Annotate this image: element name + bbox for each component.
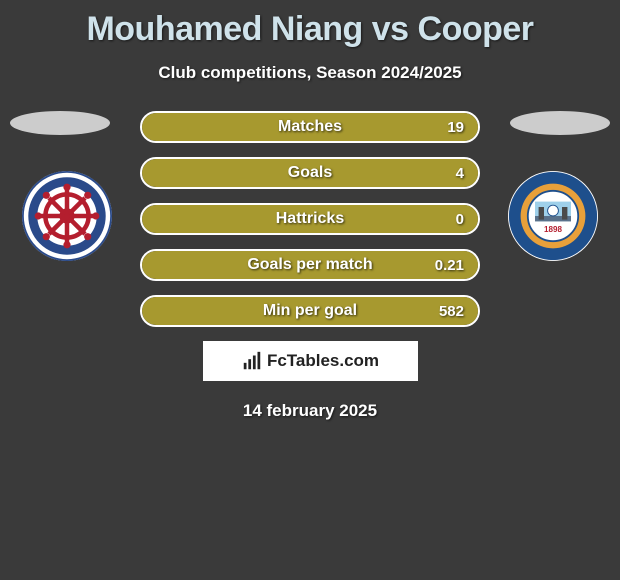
bar-chart-icon (241, 350, 263, 372)
stat-bar-goals: Goals 4 (140, 157, 480, 189)
bar-value: 0 (456, 205, 464, 233)
club-crest-right: 1898 (508, 171, 598, 261)
page-title: Mouhamed Niang vs Cooper (0, 0, 620, 49)
braintree-crest-icon: 1898 (508, 171, 598, 261)
bar-label: Min per goal (142, 297, 478, 325)
player-right-oval (510, 111, 610, 135)
club-crest-left (22, 171, 112, 261)
bar-value: 19 (447, 113, 464, 141)
player-left-oval (10, 111, 110, 135)
stat-bar-matches: Matches 19 (140, 111, 480, 143)
brand-box[interactable]: FcTables.com (203, 341, 418, 381)
hartlepool-crest-icon (22, 171, 112, 261)
svg-text:1898: 1898 (544, 225, 562, 234)
page-subtitle: Club competitions, Season 2024/2025 (0, 63, 620, 83)
stat-bar-goals-per-match: Goals per match 0.21 (140, 249, 480, 281)
stat-bars: Matches 19 Goals 4 Hattricks 0 Goals per… (140, 111, 480, 327)
stat-bar-min-per-goal: Min per goal 582 (140, 295, 480, 327)
bar-label: Goals (142, 159, 478, 187)
bar-value: 4 (456, 159, 464, 187)
bar-label: Hattricks (142, 205, 478, 233)
stat-bar-hattricks: Hattricks 0 (140, 203, 480, 235)
brand-text: FcTables.com (267, 351, 379, 371)
bar-value: 0.21 (435, 251, 464, 279)
bar-value: 582 (439, 297, 464, 325)
infographic-date: 14 february 2025 (0, 401, 620, 421)
bar-label: Matches (142, 113, 478, 141)
comparison-content: 1898 Matches 19 Goals 4 Hattricks 0 Goal… (0, 111, 620, 421)
bar-label: Goals per match (142, 251, 478, 279)
